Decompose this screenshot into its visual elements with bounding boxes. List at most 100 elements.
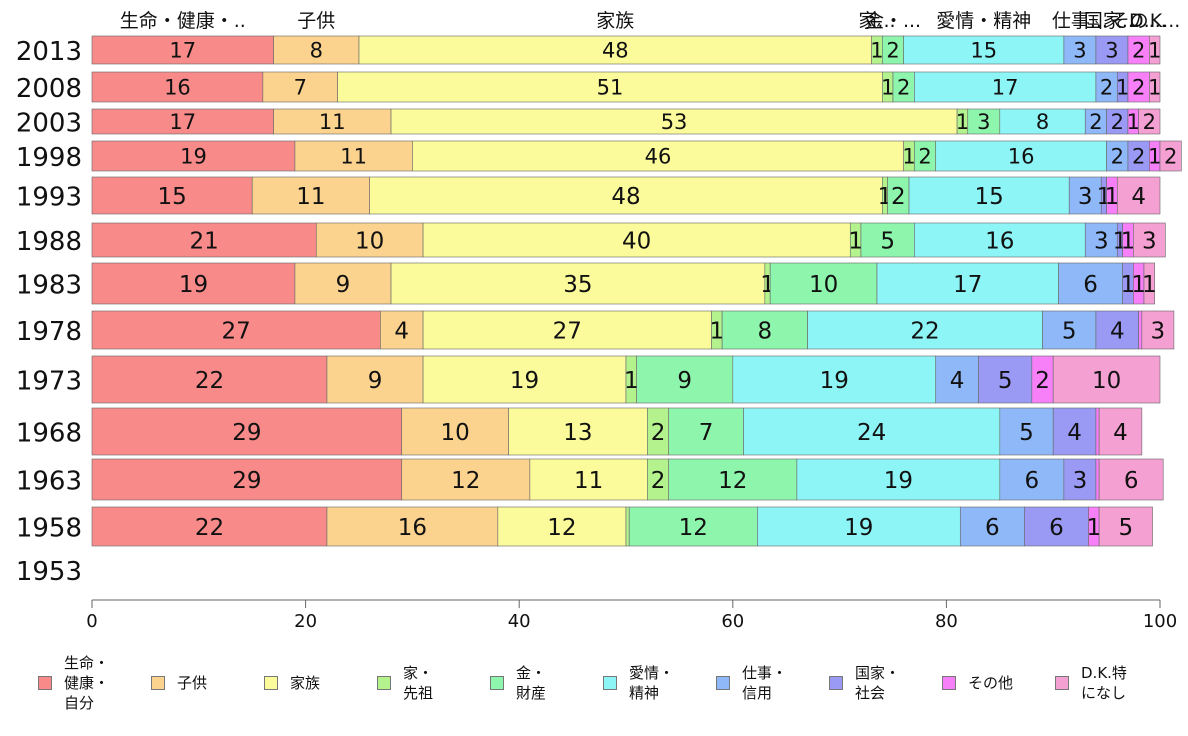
bar-segment (625, 506, 630, 547)
data-label: 35 (563, 272, 592, 298)
data-label: 24 (857, 420, 886, 446)
top-segment-label: 愛情・精神 (936, 10, 1031, 32)
data-label: 29 (232, 420, 261, 446)
data-label: 4 (950, 368, 965, 394)
bar-segment (262, 71, 338, 103)
bar-segment (326, 355, 424, 404)
bar-segment (1116, 176, 1161, 215)
bar-segment (380, 310, 424, 350)
data-label: 12 (718, 468, 747, 494)
top-segment-labels: 生命・健康・.. 子供 家族 家...金・... 愛情・精神 仕事...国家...その..… (120, 10, 1181, 32)
y-tick-label: 1983 (16, 271, 82, 301)
x-tick-label: 60 (721, 611, 744, 632)
data-label: 9 (336, 272, 351, 298)
bar-segment (1143, 262, 1155, 305)
bar-segment (1024, 506, 1089, 547)
data-label: 9 (677, 368, 692, 394)
legend-item: 家族 (264, 648, 320, 718)
data-label: 3 (1142, 228, 1157, 254)
data-label: 2 (1100, 76, 1113, 100)
bar-segment (390, 108, 958, 135)
bar-segment (876, 262, 1059, 305)
data-label: 11 (340, 145, 367, 169)
data-label: 19 (884, 468, 913, 494)
data-label: 15 (974, 184, 1003, 210)
top-segment-label: 子供 (297, 10, 335, 32)
bar-segment (935, 140, 1107, 172)
bar-segment (91, 262, 296, 305)
stacked-bar-chart: 生命・健康・.. 子供 家族 家...金・... 愛情・精神 仕事...国家...その..… (16, 10, 1182, 632)
bar-segment (959, 506, 1025, 547)
bar-segment (91, 458, 403, 501)
data-label: 4 (394, 318, 409, 344)
data-label: 3 (1073, 468, 1088, 494)
top-segment-label: 家族 (596, 10, 634, 32)
data-label: 4 (1113, 420, 1128, 446)
bar-segment (807, 310, 1043, 350)
data-label: 5 (1062, 318, 1077, 344)
data-label: 1 (1121, 228, 1136, 254)
data-label: 1 (881, 76, 894, 100)
data-label: 1 (1086, 515, 1101, 541)
data-label: 46 (645, 145, 672, 169)
data-label: 1 (1131, 272, 1146, 298)
data-label: 48 (611, 184, 640, 210)
bar-segment (1063, 35, 1097, 65)
bar-segment (91, 407, 403, 456)
bar-segment (326, 506, 499, 547)
bar-segment (978, 355, 1033, 404)
data-label: 7 (294, 76, 307, 100)
data-label: 27 (222, 318, 251, 344)
bar-segment (999, 407, 1054, 456)
data-label: 3 (1078, 184, 1093, 210)
bar-segment (1149, 71, 1161, 103)
data-label: 17 (169, 39, 196, 63)
data-label: 1 (1142, 272, 1157, 298)
data-label: 8 (310, 39, 323, 63)
bar-segment (732, 355, 937, 404)
y-tick-label: 1998 (16, 143, 82, 173)
bar-segment (273, 35, 360, 65)
data-label: 3 (1094, 228, 1109, 254)
legend-item: 金・ 財産 (490, 648, 546, 718)
top-segment-label: 家... (858, 10, 895, 32)
legend-swatch (151, 676, 165, 690)
data-label: 17 (992, 76, 1019, 100)
bar-segment (628, 506, 758, 547)
y-tick-label: 1968 (16, 419, 82, 449)
y-tick-label: 2008 (16, 74, 82, 104)
bar-segment (358, 35, 872, 65)
legend-item: 生命・ 健康・ 自分 (38, 648, 109, 718)
data-label: 1 (1127, 110, 1140, 134)
bar-segment (401, 458, 531, 501)
bar-segment (422, 355, 627, 404)
data-label: 22 (910, 318, 939, 344)
bar-segment (401, 407, 509, 456)
data-label: 11 (574, 468, 603, 494)
data-label: 7 (699, 420, 714, 446)
data-label: 1 (1116, 76, 1129, 100)
bar-segment (91, 506, 328, 547)
legend-item: 国家・ 社会 (829, 648, 900, 718)
bar-segment (91, 222, 317, 258)
data-label: 8 (758, 318, 773, 344)
bar-segment (668, 458, 798, 501)
bar-segment (1095, 458, 1100, 501)
legend-label: 家・ 先祖 (403, 664, 434, 702)
data-label: 48 (602, 39, 629, 63)
legend-swatch (377, 676, 391, 690)
bar-segment (668, 407, 744, 456)
bar-segment (529, 458, 648, 501)
data-label: 2 (651, 468, 666, 494)
y-tick-label: 1978 (16, 317, 82, 347)
data-label: 19 (179, 272, 208, 298)
data-label: 16 (1008, 145, 1035, 169)
data-label: 10 (809, 272, 838, 298)
bar-segment (1052, 407, 1097, 456)
bar-segment (390, 262, 766, 305)
top-segment-label: 仕事... (1052, 10, 1108, 32)
data-label: 29 (232, 468, 261, 494)
data-label: 22 (195, 515, 224, 541)
bar-segment (743, 407, 1001, 456)
legend-item: 子供 (151, 648, 207, 718)
